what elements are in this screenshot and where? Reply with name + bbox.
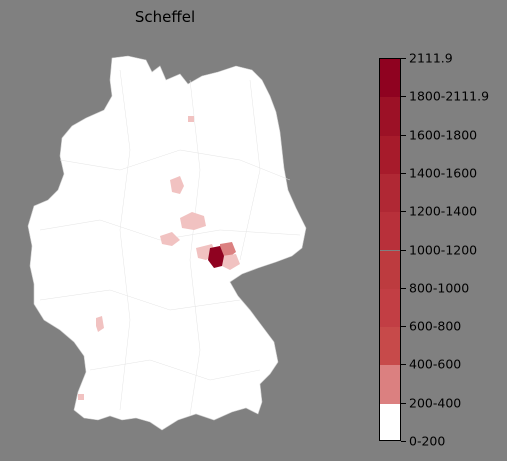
legend-tick	[401, 402, 406, 404]
legend-tick	[401, 134, 406, 136]
legend-band	[380, 59, 400, 98]
legend-label: 200-400	[409, 395, 462, 411]
legend-tick	[401, 172, 406, 174]
legend-band	[380, 173, 400, 213]
legend-label: 1600-1800	[409, 127, 478, 143]
legend-label: 1800-2111.9	[409, 88, 490, 104]
legend-tick	[401, 287, 406, 289]
legend-label: 1400-1600	[409, 165, 478, 181]
legend-tick	[401, 441, 406, 442]
region-highlight-hesse	[160, 232, 180, 246]
legend-band	[380, 327, 400, 366]
legend-label: 1200-1400	[409, 203, 478, 219]
legend-label: 400-600	[409, 356, 462, 372]
legend-colorbar	[379, 58, 401, 441]
legend-band	[380, 288, 400, 328]
legend-band	[380, 135, 400, 174]
district-borders	[39, 69, 301, 416]
region-highlight-baden	[96, 316, 104, 332]
region-highlight-north	[188, 116, 194, 122]
region-highlight-max	[208, 246, 224, 268]
legend-tick	[401, 249, 406, 251]
legend-label: 0-200	[409, 433, 446, 449]
legend-band	[380, 212, 400, 251]
legend-tick	[401, 364, 406, 366]
legend-band	[380, 250, 400, 289]
region-highlight-thuringia	[180, 212, 206, 230]
legend-band	[380, 365, 400, 404]
legend-label: 600-800	[409, 318, 462, 334]
legend-tick	[401, 96, 406, 98]
region-highlight-erzgebirge	[222, 254, 240, 270]
region-highlight-vogtland-2	[220, 242, 236, 258]
legend-tick	[401, 58, 406, 59]
germany-map	[27, 55, 307, 431]
legend-band	[380, 403, 400, 440]
legend-label: 2111.9	[409, 50, 453, 66]
map-title: Scheffel	[134, 8, 196, 26]
region-highlight-south	[78, 394, 84, 400]
legend-label: 1000-1200	[409, 242, 478, 257]
legend-band	[380, 97, 400, 136]
legend-tick	[401, 326, 406, 328]
legend-label: 800-1000	[409, 280, 470, 296]
legend-tick	[401, 211, 406, 213]
region-highlight-harz	[170, 176, 184, 194]
